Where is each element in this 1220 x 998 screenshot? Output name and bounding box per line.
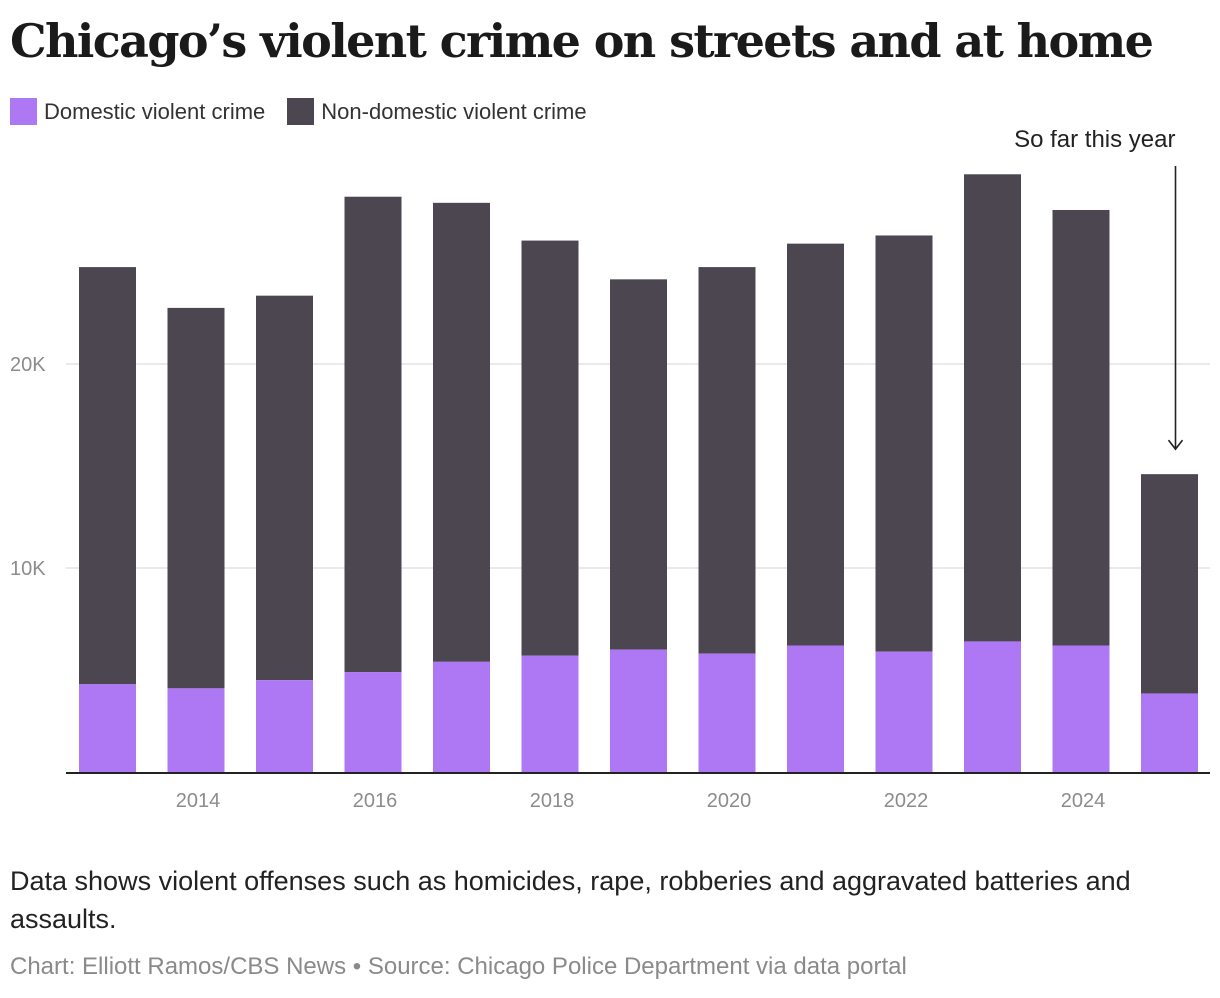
bar-non-domestic-2018 bbox=[521, 240, 579, 656]
legend-swatch-non-domestic bbox=[287, 98, 315, 125]
bar-non-domestic-2023 bbox=[964, 174, 1021, 642]
bar-domestic-2019 bbox=[610, 649, 667, 772]
bar-non-domestic-2020 bbox=[698, 267, 756, 654]
legend-label-domestic: Domestic violent crime bbox=[44, 98, 266, 124]
legend-label-non-domestic: Non-domestic violent crime bbox=[321, 98, 587, 124]
bar-domestic-2020 bbox=[698, 653, 756, 772]
legend-item-domestic: Domestic violent crime bbox=[10, 98, 265, 125]
x-tick-label: 2020 bbox=[707, 790, 752, 812]
bar-non-domestic-2015 bbox=[256, 295, 313, 681]
x-tick-label: 2024 bbox=[1061, 790, 1106, 812]
chart-note: Data shows violent offenses such as homi… bbox=[10, 866, 1131, 934]
bar-non-domestic-2024 bbox=[1052, 209, 1110, 646]
bar-domestic-2015 bbox=[256, 680, 313, 772]
bar-domestic-2025 bbox=[1141, 693, 1198, 772]
bar-non-domestic-2017 bbox=[433, 202, 490, 662]
bar-domestic-2014 bbox=[167, 688, 225, 772]
stacked-bar-chart: 10K 20K 2014 2016 2018 2020 2022 2024 So far t… bbox=[10, 130, 1210, 812]
chart-credit: Chart: Elliott Ramos/CBS News • Source: … bbox=[10, 953, 907, 980]
x-tick-label: 2014 bbox=[176, 790, 221, 812]
bar-non-domestic-2022 bbox=[875, 235, 933, 652]
bar-domestic-2022 bbox=[875, 651, 933, 772]
x-tick-label: 2018 bbox=[530, 790, 575, 812]
annotation-label: So far this year bbox=[1014, 130, 1175, 153]
bar-domestic-2024 bbox=[1052, 645, 1110, 772]
x-tick-label: 2016 bbox=[353, 790, 398, 812]
legend-item-non-domestic: Non-domestic violent crime bbox=[287, 98, 587, 125]
bar-non-domestic-2025 bbox=[1141, 474, 1198, 694]
bar-non-domestic-2013 bbox=[79, 267, 136, 685]
x-tick-labels: 2014 2016 2018 2020 2022 2024 bbox=[176, 790, 1106, 812]
y-tick-label: 10K bbox=[10, 558, 46, 580]
legend-swatch-domestic bbox=[10, 98, 37, 125]
y-tick-label: 20K bbox=[10, 354, 46, 376]
bar-domestic-2017 bbox=[433, 661, 490, 772]
bars bbox=[79, 174, 1198, 772]
annotation-arrow-head bbox=[1167, 439, 1184, 451]
legend: Domestic violent crime Non-domestic viol… bbox=[10, 98, 609, 125]
y-tick-labels: 10K 20K bbox=[10, 354, 46, 580]
bar-non-domestic-2021 bbox=[787, 243, 844, 646]
bar-domestic-2013 bbox=[79, 684, 136, 772]
bar-domestic-2018 bbox=[521, 655, 579, 772]
bar-non-domestic-2014 bbox=[167, 307, 225, 689]
bar-non-domestic-2016 bbox=[344, 196, 402, 673]
bar-domestic-2016 bbox=[344, 672, 402, 772]
bar-domestic-2023 bbox=[964, 641, 1021, 772]
x-tick-label: 2022 bbox=[884, 790, 929, 812]
bar-non-domestic-2019 bbox=[610, 279, 667, 650]
bar-domestic-2021 bbox=[787, 645, 844, 772]
chart-title: Chicago’s violent crime on streets and a… bbox=[10, 14, 1154, 68]
annotation: So far this year bbox=[1014, 130, 1184, 451]
